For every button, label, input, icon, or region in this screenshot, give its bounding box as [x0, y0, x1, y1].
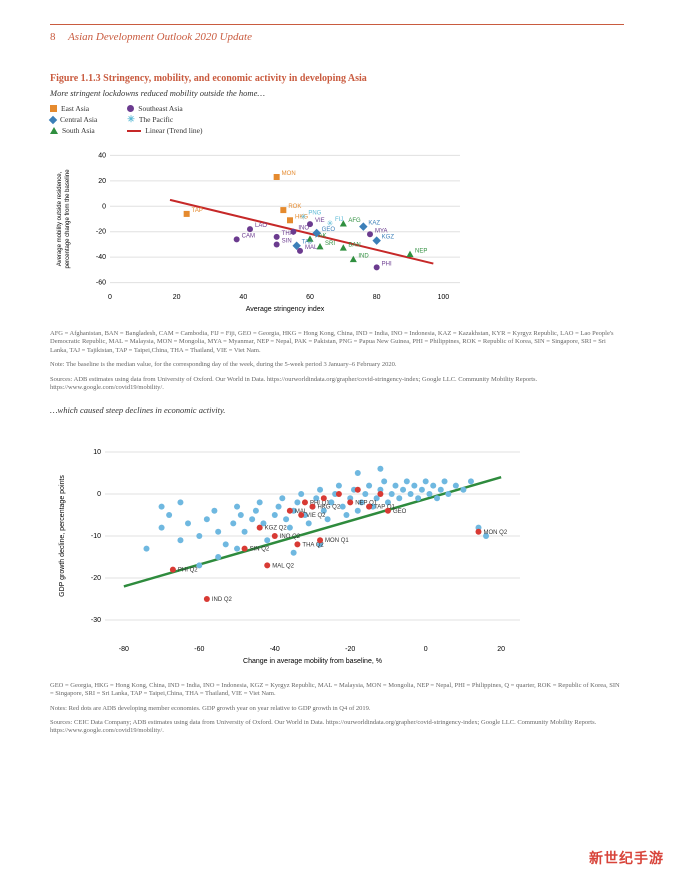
svg-text:20: 20 [98, 178, 106, 185]
chart1: -60-40-2002040020406080100TAPMONROKHKGAF… [50, 139, 624, 324]
svg-text:-20: -20 [345, 646, 355, 653]
chart1-legend: East Asia Central Asia South Asia Southeast… [50, 104, 624, 135]
svg-text:20: 20 [173, 294, 181, 301]
svg-text:MYA: MYA [375, 228, 388, 234]
svg-text:LAO: LAO [255, 223, 267, 229]
svg-text:FIJ: FIJ [335, 217, 343, 223]
svg-text:0: 0 [102, 203, 106, 210]
svg-text:KGZ Q2: KGZ Q2 [265, 525, 288, 531]
svg-text:KAZ: KAZ [368, 221, 380, 227]
svg-text:TAP: TAP [192, 208, 203, 214]
svg-text:IND Q2: IND Q2 [212, 597, 233, 603]
legend-item: Southeast Asia [127, 104, 202, 113]
svg-text:20: 20 [497, 646, 505, 653]
svg-text:10: 10 [93, 449, 101, 456]
chart1-svg: -60-40-2002040020406080100TAPMONROKHKGAF… [50, 139, 470, 319]
svg-text:PHI Q2: PHI Q2 [178, 567, 198, 573]
svg-text:0: 0 [108, 294, 112, 301]
figure-number: Figure 1.1.3 [50, 73, 101, 84]
svg-text:-30: -30 [91, 617, 101, 624]
svg-text:GEO: GEO [322, 227, 336, 233]
chart1-footnote-note: Note: The baseline is the median value, … [50, 361, 624, 369]
svg-text:-40: -40 [270, 646, 280, 653]
page-header: 8 Asian Development Outlook 2020 Update [50, 31, 624, 43]
svg-text:PHI: PHI [382, 261, 392, 267]
figure-title: Figure 1.1.3 Stringency, mobility, and e… [50, 73, 624, 84]
legend-item: Linear (Trend line) [127, 126, 202, 135]
svg-text:✳: ✳ [327, 219, 334, 228]
svg-text:40: 40 [239, 294, 247, 301]
chart2-footnote-src: Sources: CEIC Data Company; ADB estimate… [50, 719, 624, 736]
svg-text:-60: -60 [96, 280, 106, 287]
svg-text:GDP growth decline, percentage: GDP growth decline, percentage points [59, 474, 66, 596]
svg-text:-20: -20 [91, 575, 101, 582]
doc-title: Asian Development Outlook 2020 Update [68, 31, 252, 43]
svg-text:NEP: NEP [415, 249, 427, 255]
svg-text:PNG: PNG [308, 210, 321, 216]
svg-text:40: 40 [98, 152, 106, 159]
legend-item: Central Asia [50, 115, 97, 124]
chart1-footnote-src: Sources: ADB estimates using data from U… [50, 376, 624, 393]
svg-text:MON Q1: MON Q1 [325, 538, 349, 544]
svg-text:GEO: GEO [393, 508, 407, 514]
legend-item: ✳The Pacific [127, 115, 202, 124]
svg-text:SIN: SIN [282, 238, 292, 244]
svg-text:INO: INO [298, 226, 309, 232]
svg-text:-20: -20 [96, 229, 106, 236]
svg-text:SIN Q2: SIN Q2 [250, 546, 270, 552]
svg-text:MAL: MAL [305, 245, 318, 251]
svg-text:THA Q2: THA Q2 [302, 542, 324, 548]
svg-text:-60: -60 [194, 646, 204, 653]
header-rule [50, 24, 624, 25]
svg-text:-10: -10 [91, 533, 101, 540]
svg-text:BAN: BAN [348, 242, 360, 248]
svg-text:Average mobility outside resid: Average mobility outside residence,perce… [57, 169, 71, 269]
svg-text:SRI: SRI [325, 241, 335, 247]
svg-text:AFG: AFG [348, 218, 361, 224]
chart2-subtitle: …which caused steep declines in economic… [50, 405, 624, 415]
svg-text:IND: IND [358, 254, 369, 260]
chart2-footnote-abbr: GEO = Georgia, HKG = Hong Kong, China, I… [50, 682, 624, 699]
svg-text:60: 60 [306, 294, 314, 301]
legend-item: East Asia [50, 104, 97, 113]
svg-text:INO Q2: INO Q2 [280, 534, 301, 540]
svg-text:Change in average mobility fro: Change in average mobility from baseline… [243, 658, 382, 665]
svg-text:Average stringency index: Average stringency index [246, 306, 325, 313]
svg-text:80: 80 [373, 294, 381, 301]
chart1-subtitle: More stringent lockdowns reduced mobilit… [50, 88, 624, 98]
svg-text:-40: -40 [96, 254, 106, 261]
svg-text:VIE: VIE [315, 218, 325, 224]
chart2-svg: -30 -20 -10 0 10 -80 -60 -40 -20 0 20 PHI Q2 IND Q2 S… [50, 421, 530, 671]
svg-text:MON: MON [282, 171, 296, 177]
svg-text:KGZ: KGZ [382, 235, 395, 241]
chart2: -30 -20 -10 0 10 -80 -60 -40 -20 0 20 PHI Q2 IND Q2 S… [50, 421, 624, 676]
svg-text:✳: ✳ [300, 212, 307, 221]
legend-item: South Asia [50, 126, 97, 135]
page-number: 8 [50, 31, 56, 43]
svg-text:CAM: CAM [242, 233, 255, 239]
svg-text:MAL Q2: MAL Q2 [272, 563, 294, 569]
watermark: 新世纪手游 [589, 848, 664, 868]
svg-text:100: 100 [437, 294, 449, 301]
svg-text:HKG Q2: HKG Q2 [318, 504, 341, 510]
svg-text:0: 0 [424, 646, 428, 653]
svg-text:0: 0 [97, 491, 101, 498]
svg-text:MON Q2: MON Q2 [484, 529, 508, 535]
figure-name: Stringency, mobility, and economic activ… [103, 73, 367, 84]
chart1-footnote-abbr: AFG = Afghanistan, BAN = Bangladesh, CAM… [50, 330, 624, 355]
svg-text:ROK: ROK [288, 204, 301, 210]
page: 8 Asian Development Outlook 2020 Update … [0, 0, 674, 874]
chart2-footnote-note: Notes: Red dots are ADB developing membe… [50, 705, 624, 713]
svg-text:VIE Q2: VIE Q2 [306, 513, 326, 519]
svg-text:-80: -80 [119, 646, 129, 653]
